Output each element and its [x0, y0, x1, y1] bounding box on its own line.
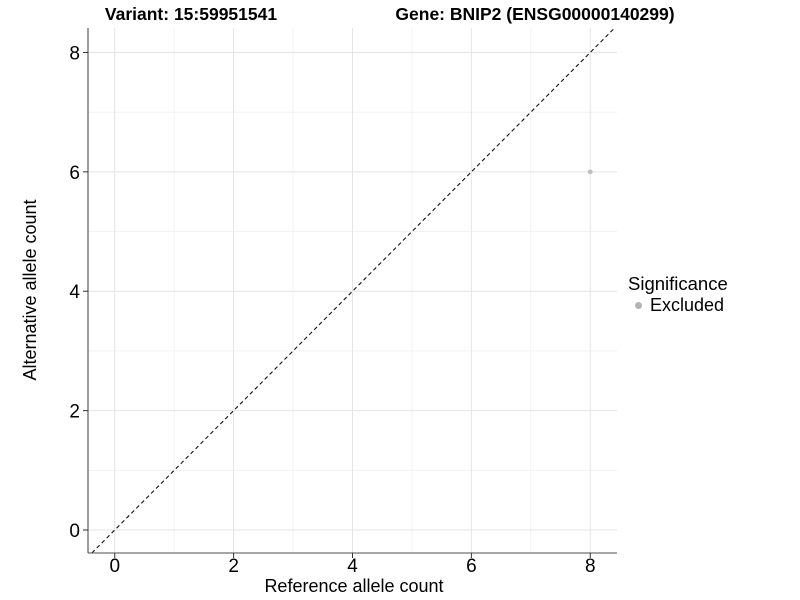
data-points	[587, 169, 593, 175]
x-tick-label: 8	[585, 556, 596, 577]
gene-title: Gene: BNIP2 (ENSG00000140299)	[395, 4, 675, 24]
legend: Significance Excluded	[628, 273, 728, 315]
x-tick-label: 6	[466, 556, 477, 577]
identity-dashed-line	[91, 27, 616, 554]
y-tick-label: 4	[69, 282, 80, 303]
data-point	[587, 169, 593, 175]
legend-title: Significance	[628, 273, 728, 294]
x-axis-label: Reference allele count	[264, 576, 443, 596]
y-tick-label: 2	[69, 402, 80, 423]
x-tick-label: 4	[347, 556, 358, 577]
variant-title: Variant: 15:59951541	[104, 4, 278, 24]
gridlines-major	[88, 28, 617, 553]
legend-point-icon	[635, 301, 642, 309]
tick-labels: 0 2 4 6 8 0 2 4 6 8	[69, 43, 595, 577]
x-tick-label: 0	[109, 556, 120, 577]
y-tick-label: 0	[69, 521, 80, 542]
x-tick-label: 2	[228, 556, 239, 577]
tick-marks	[83, 51, 591, 558]
y-tick-label: 8	[69, 43, 80, 64]
legend-entry-excluded: Excluded	[628, 295, 728, 315]
y-tick-label: 6	[69, 163, 80, 184]
legend-entry-label: Excluded	[650, 295, 725, 315]
y-axis-label: Alternative allele count	[20, 199, 40, 380]
identity-line	[91, 27, 616, 554]
plot-titles: Variant: 15:59951541 Gene: BNIP2 (ENSG00…	[0, 0, 800, 26]
